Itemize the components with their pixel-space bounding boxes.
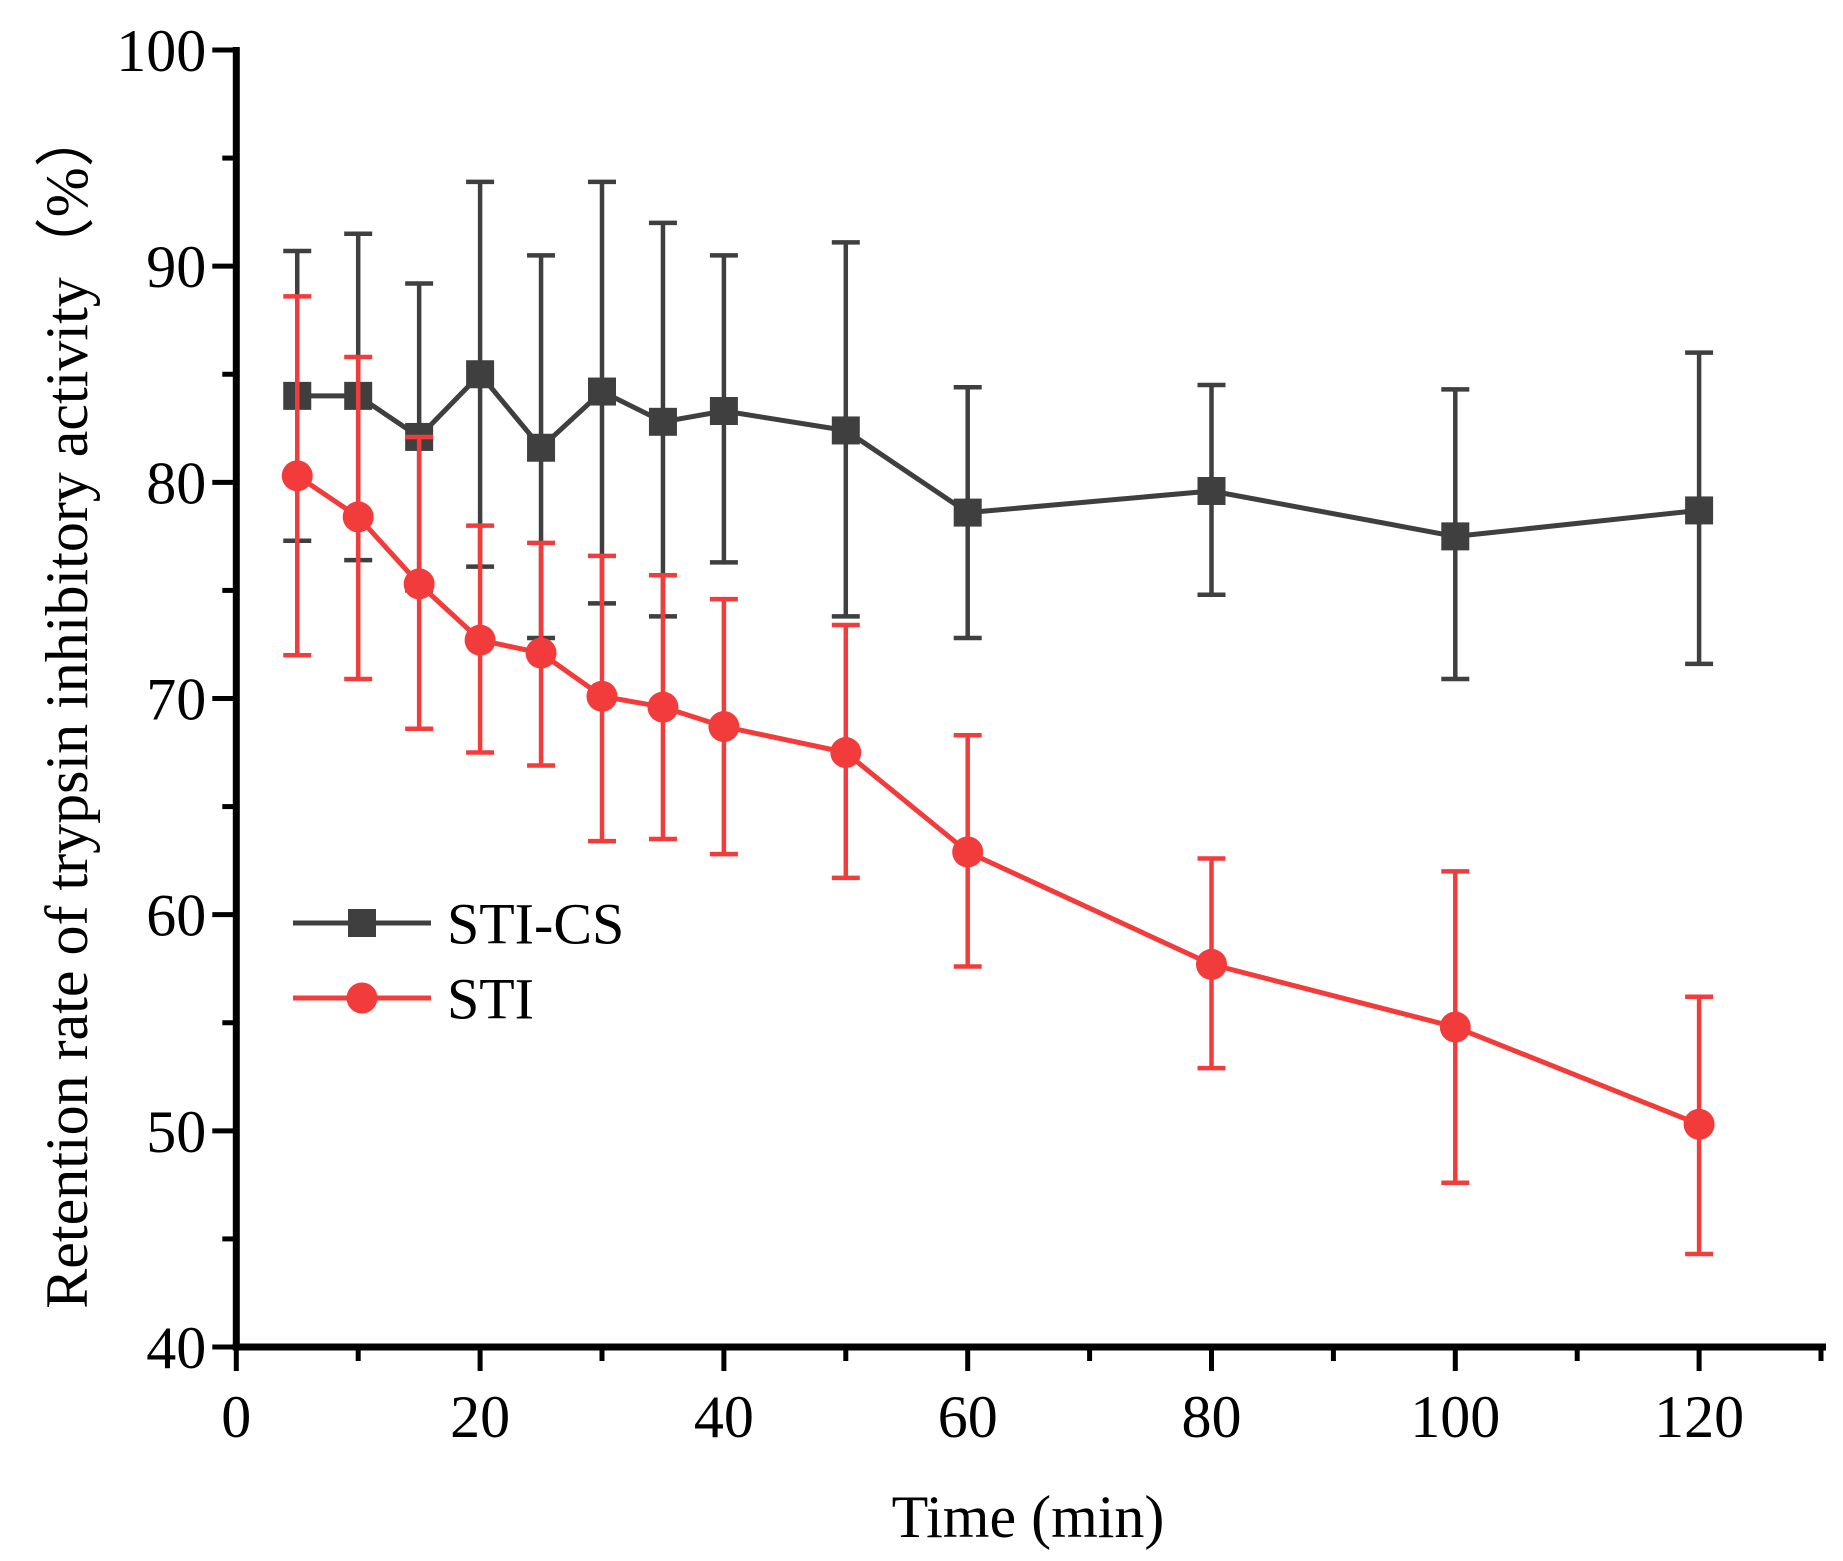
- data-point: [342, 501, 374, 533]
- data-point: [466, 360, 495, 389]
- data-point: [1441, 522, 1470, 551]
- data-point: [403, 568, 435, 600]
- y-tick-label: 100: [116, 18, 206, 84]
- x-axis-label: Time (min): [892, 1484, 1165, 1550]
- legend-entry-sti-cs: STI-CS: [293, 891, 624, 956]
- legend: STI-CS STI: [293, 891, 624, 1031]
- series-line-sti-cs: [297, 371, 1700, 539]
- series-sti: [281, 294, 1715, 1257]
- x-axis-ticks: 0 20 40 60 80 100 120: [221, 1347, 1824, 1450]
- axes: [232, 47, 1826, 1351]
- data-point: [831, 416, 860, 445]
- legend-marker: [348, 909, 376, 937]
- y-axis-ticks: 40 50 60 70 80 90 100: [116, 18, 237, 1381]
- data-point: [647, 691, 679, 723]
- x-tick-label: 120: [1654, 1384, 1744, 1450]
- data-point: [464, 624, 496, 656]
- data-point: [525, 637, 557, 669]
- x-tick-label: 20: [450, 1384, 510, 1450]
- data-point: [527, 433, 556, 462]
- series-layer: [281, 179, 1715, 1257]
- data-point: [1197, 476, 1226, 505]
- y-tick-label: 90: [146, 234, 206, 300]
- data-point: [1439, 1011, 1471, 1043]
- data-point: [709, 396, 738, 425]
- data-point: [1196, 948, 1227, 980]
- data-point: [953, 498, 982, 527]
- legend-entry-sti: STI: [293, 966, 534, 1031]
- markers-sti: [281, 460, 1715, 1140]
- data-point: [830, 737, 862, 769]
- y-tick-label: 50: [146, 1099, 206, 1165]
- x-tick-label: 0: [221, 1384, 251, 1450]
- markers-sti-cs: [283, 360, 1714, 551]
- x-tick-label: 60: [938, 1384, 998, 1450]
- x-tick-label: 80: [1182, 1384, 1242, 1450]
- y-tick-label: 80: [146, 450, 206, 516]
- data-point: [1685, 496, 1714, 525]
- data-point: [952, 836, 984, 868]
- x-tick-label: 40: [694, 1384, 754, 1450]
- x-tick-label: 100: [1410, 1384, 1500, 1450]
- error-bars-sti-cs: [283, 179, 1714, 682]
- data-point: [588, 377, 616, 406]
- y-tick-label: 70: [146, 667, 206, 733]
- y-axis-label: Retention rate of trypsin inhibitory act…: [34, 107, 100, 1308]
- data-point: [281, 460, 313, 492]
- legend-label: STI-CS: [447, 891, 624, 956]
- legend-label: STI: [447, 966, 534, 1031]
- data-point: [586, 680, 618, 712]
- data-point: [1683, 1108, 1715, 1140]
- data-point: [708, 711, 740, 743]
- legend-marker: [346, 982, 378, 1014]
- y-tick-label: 40: [146, 1315, 206, 1381]
- y-tick-label: 60: [146, 883, 206, 949]
- error-bars-sti: [283, 294, 1714, 1257]
- series-sti-cs: [283, 179, 1714, 682]
- data-point: [648, 407, 677, 436]
